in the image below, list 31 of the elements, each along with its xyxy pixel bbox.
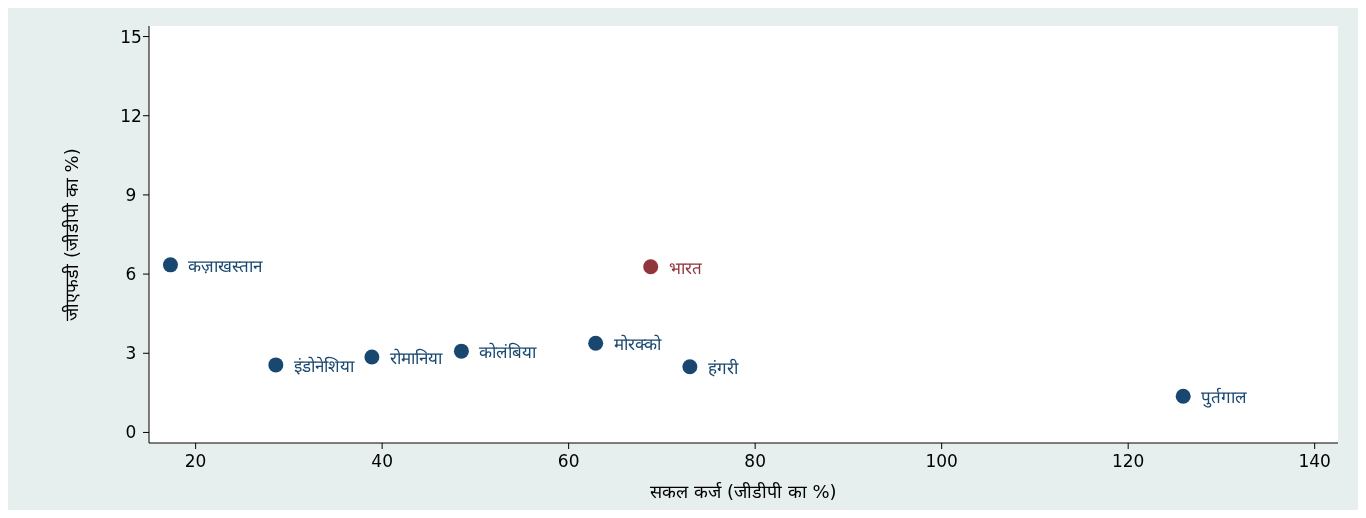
annotation: रोमानिया [389, 347, 443, 368]
x-tick-label: 80 [744, 451, 766, 471]
y-tick-label: 6 [125, 264, 137, 285]
point [682, 359, 698, 375]
point [268, 357, 284, 373]
point [364, 349, 380, 365]
x-tick-label: 20 [184, 451, 207, 471]
x-tick-label: 120 [1111, 451, 1145, 471]
x-tick-label: 100 [925, 451, 958, 471]
y-tick-label: 0 [125, 422, 137, 443]
y-tick-label: 12 [120, 105, 142, 126]
annotation: भारत [668, 257, 702, 278]
y-tick-label: 9 [125, 184, 137, 205]
y-tick-label: 15 [120, 26, 142, 47]
annotation: मोरक्को [613, 334, 662, 355]
point [162, 257, 178, 273]
annotation: कोलंबिया [479, 342, 538, 363]
x-tick-label: 40 [371, 451, 393, 471]
y-axis-title: जीएफडी (जीडीपी का %) [61, 148, 82, 321]
point [1175, 388, 1191, 404]
annotation: इंडोनेशिया [293, 355, 355, 376]
x-tick-label: 140 [1298, 451, 1331, 471]
x-axis-title: सकल कर्ज (जीडीपी का %) [650, 481, 837, 502]
annotation: हंगरी [707, 357, 739, 378]
point [588, 335, 604, 351]
annotation: कज़ाखस्तान [188, 255, 264, 276]
point [453, 343, 469, 359]
y-tick-label: 3 [125, 343, 137, 364]
x-tick-label: 60 [557, 451, 580, 471]
annotation: पुर्तगाल [1201, 387, 1248, 409]
point [643, 259, 659, 275]
